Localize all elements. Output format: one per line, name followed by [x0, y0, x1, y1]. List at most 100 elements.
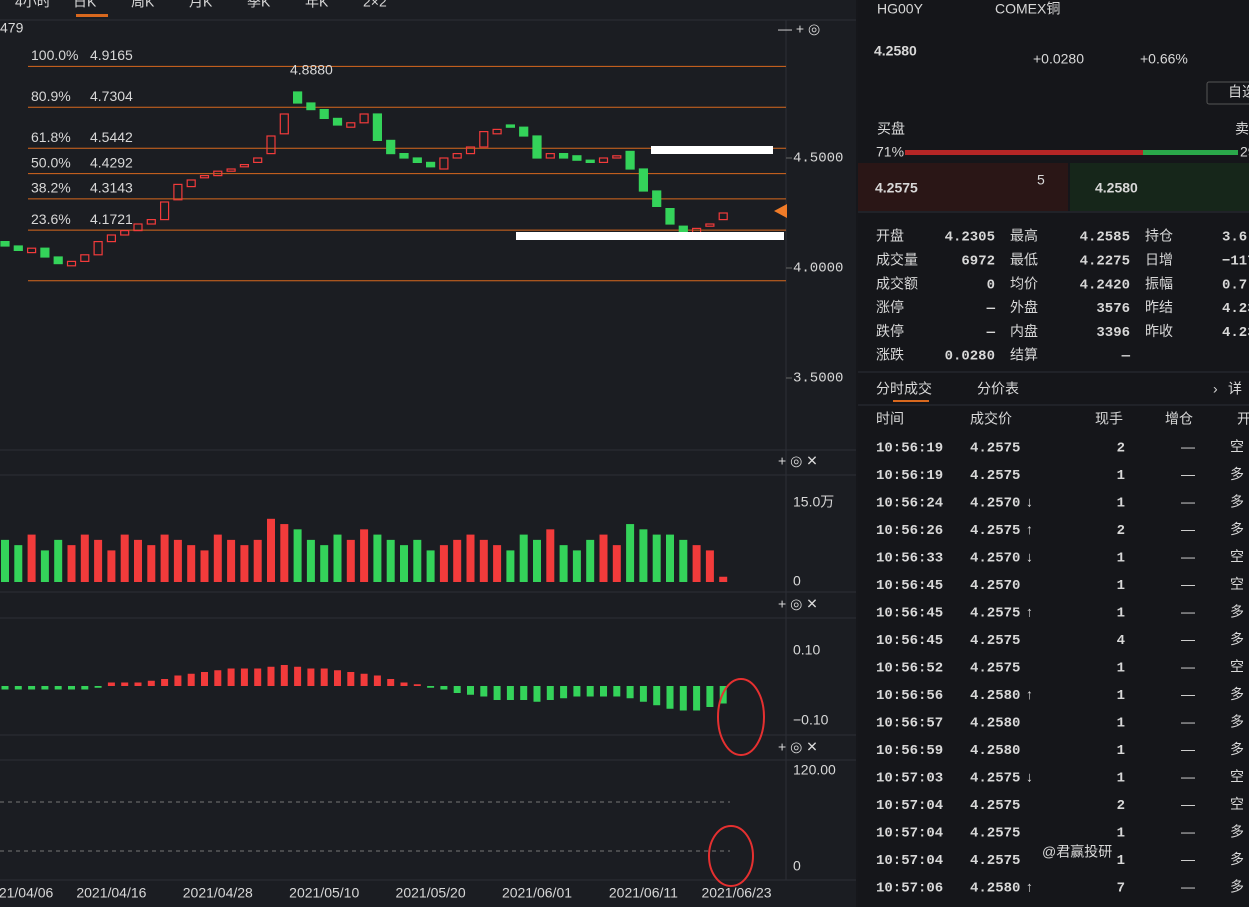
macd-bar: [240, 668, 248, 686]
trade-vol: 2: [1117, 523, 1125, 539]
volume-bar: [599, 534, 608, 582]
trade-vol: 1: [1117, 496, 1125, 512]
table-header: 时间: [876, 411, 904, 427]
stat-label: 持仓: [1145, 228, 1173, 244]
volume-bar: [160, 534, 169, 582]
trade-vol: 1: [1117, 606, 1125, 622]
table-header: 现手: [1095, 411, 1123, 427]
candle: [146, 219, 156, 225]
trade-time: 10:56:26: [876, 523, 943, 539]
bid: 4.2575: [875, 180, 918, 196]
trade-time: 10:57:06: [876, 881, 943, 897]
trade-arrow: ↓: [1026, 769, 1033, 785]
trade-time: 10:56:33: [876, 551, 943, 567]
macd-bar: [334, 670, 341, 686]
change-pct: +0.66%: [1140, 51, 1188, 67]
macd-bar: [679, 686, 687, 711]
volume-bar: [240, 545, 249, 582]
trade-oi: —: [1181, 604, 1195, 620]
macd-bar: [307, 668, 315, 686]
volume-bar: [652, 534, 661, 582]
x-tick-label: 2021/06/01: [502, 885, 572, 901]
volume-bar: [386, 539, 395, 582]
tab-underline: [76, 14, 108, 17]
candle: [519, 126, 529, 137]
macd-bar: [81, 686, 89, 690]
macd-bar: [227, 668, 235, 686]
candle: [80, 254, 90, 263]
x-tick-label: 2021/04/16: [76, 885, 146, 901]
macd-bar: [14, 686, 22, 690]
macd-bar: [254, 668, 262, 686]
trade-time: 10:56:52: [876, 661, 943, 677]
candle: [40, 247, 50, 258]
volume-bar: [533, 539, 541, 582]
trade-time: 10:57:04: [876, 853, 943, 869]
trade-price: 4.2575: [970, 853, 1020, 869]
trade-tab: 分价表: [977, 381, 1019, 397]
trade-oi: —: [1181, 879, 1195, 895]
candle: [439, 157, 449, 170]
trade-oi: —: [1181, 439, 1195, 455]
candle: [226, 168, 236, 172]
macd-bar: [121, 682, 129, 686]
candle: [53, 256, 63, 265]
candle: [199, 175, 210, 179]
macd-bar: [506, 686, 514, 700]
volume-bar: [253, 539, 262, 582]
volume-bar: [306, 539, 315, 582]
candle: [426, 161, 436, 168]
candle: [625, 150, 635, 170]
volume-bar: [173, 539, 182, 582]
trade-type: 空: [1230, 796, 1244, 812]
trade-arrow: ↓: [1026, 494, 1033, 510]
candle: [598, 157, 609, 164]
macd-bar: [706, 686, 714, 707]
stat-value: —: [1121, 349, 1131, 365]
candle: [718, 212, 728, 221]
corner-label: 479: [0, 20, 24, 36]
high-annotation: 4.8880: [290, 61, 333, 77]
volume-bar: [360, 529, 369, 582]
trade-time: 10:56:19: [876, 441, 943, 457]
stat-value: 0.0280: [945, 349, 995, 365]
trade-oi: —: [1181, 824, 1195, 840]
change: +0.0280: [1033, 51, 1084, 67]
trade-oi: —: [1181, 796, 1195, 812]
candle: [572, 155, 582, 161]
volume-bar: [426, 550, 435, 582]
stat-label: 日增: [1145, 252, 1173, 268]
price-marker: [774, 204, 787, 218]
candle: [612, 155, 622, 159]
tab-chevron: ›: [1213, 381, 1218, 397]
stat-label: 成交量: [876, 252, 918, 268]
candle: [293, 91, 303, 104]
trade-price: 4.2575: [970, 633, 1020, 649]
candle: [545, 153, 555, 159]
candle: [306, 102, 316, 111]
trade-type: 多: [1230, 824, 1244, 840]
trade-time: 10:56:19: [876, 468, 943, 484]
trade-type: 多: [1230, 686, 1244, 702]
ratio-bar: [905, 150, 1143, 155]
volume-bar: [612, 545, 621, 582]
candle: [479, 131, 489, 148]
candle: [678, 225, 688, 234]
candle: [386, 139, 396, 155]
trade-oi: —: [1181, 576, 1195, 592]
macd-bar: [373, 675, 381, 686]
macd-bar: [440, 686, 448, 690]
buy-pct: 71%: [876, 144, 904, 160]
volume-bar: [1, 539, 9, 582]
trade-oi: —: [1181, 851, 1195, 867]
stat-label: 昨收: [1145, 323, 1173, 339]
volume-bar: [586, 539, 595, 582]
stat-label: 开盘: [876, 228, 904, 244]
trade-time: 10:56:59: [876, 743, 943, 759]
trade-tab: 分时成交: [876, 381, 932, 397]
fib-pct: 80.9%: [31, 88, 71, 104]
macd-bar: [546, 686, 554, 700]
trade-price: 4.2575: [970, 441, 1020, 457]
candle: [359, 113, 369, 124]
